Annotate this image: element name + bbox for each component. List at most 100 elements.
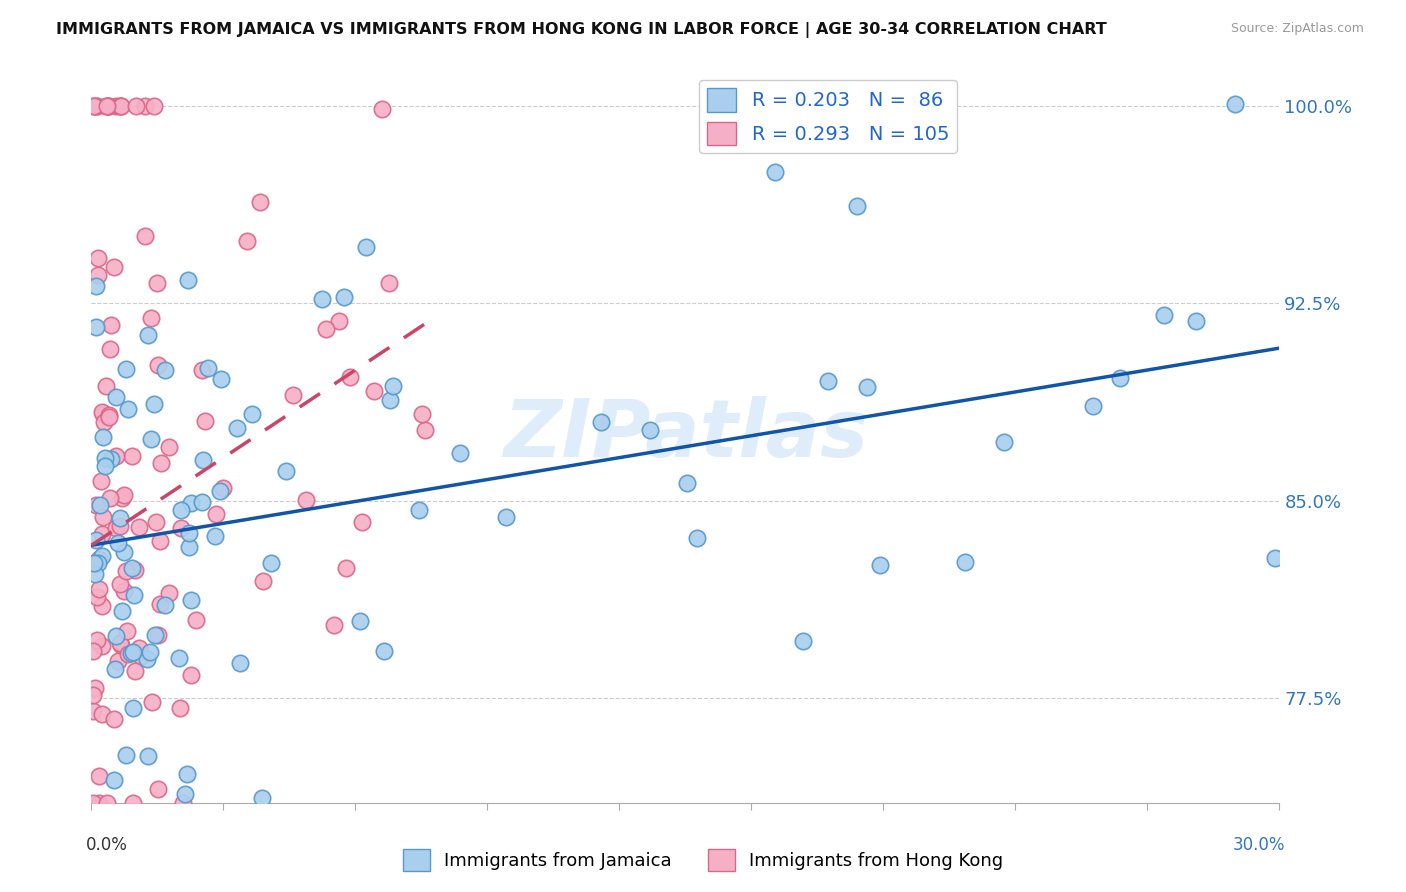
Point	[103, 773, 125, 788]
Point	[149, 457, 172, 471]
Point	[194, 414, 217, 428]
Point	[143, 99, 166, 113]
Point	[110, 636, 132, 650]
Point	[122, 701, 145, 715]
Point	[180, 495, 202, 509]
Point	[240, 408, 263, 422]
Point	[249, 195, 271, 210]
Point	[86, 320, 108, 334]
Point	[82, 796, 104, 810]
Point	[91, 549, 114, 564]
Point	[117, 647, 139, 661]
Point	[294, 492, 316, 507]
Legend: Immigrants from Jamaica, Immigrants from Hong Kong: Immigrants from Jamaica, Immigrants from…	[395, 842, 1011, 879]
Point	[179, 541, 201, 555]
Point	[209, 372, 232, 386]
Point	[98, 491, 121, 506]
Point	[792, 633, 814, 648]
Point	[87, 556, 110, 570]
Point	[104, 521, 127, 535]
Point	[212, 481, 235, 495]
Point	[276, 464, 298, 478]
Point	[121, 561, 143, 575]
Point	[103, 712, 125, 726]
Point	[82, 99, 104, 113]
Point	[120, 646, 142, 660]
Point	[93, 416, 115, 430]
Point	[339, 370, 361, 384]
Point	[125, 99, 148, 113]
Point	[169, 700, 191, 714]
Point	[236, 234, 259, 248]
Point	[180, 668, 202, 682]
Point	[205, 507, 228, 521]
Point	[259, 557, 281, 571]
Point	[380, 392, 402, 407]
Point	[115, 361, 138, 376]
Point	[638, 424, 661, 438]
Legend: R = 0.203   N =  86, R = 0.293   N = 105: R = 0.203 N = 86, R = 0.293 N = 105	[699, 80, 957, 153]
Point	[149, 533, 172, 548]
Point	[373, 644, 395, 658]
Point	[675, 475, 697, 490]
Point	[90, 706, 112, 721]
Point	[283, 388, 305, 402]
Point	[141, 432, 163, 446]
Point	[91, 430, 114, 444]
Point	[103, 260, 125, 274]
Point	[589, 416, 612, 430]
Point	[110, 638, 132, 652]
Point	[993, 434, 1015, 449]
Point	[91, 510, 114, 524]
Point	[157, 440, 180, 454]
Point	[381, 379, 404, 393]
Point	[495, 509, 517, 524]
Point	[138, 644, 160, 658]
Point	[184, 613, 207, 627]
Point	[112, 583, 135, 598]
Point	[84, 533, 107, 548]
Point	[105, 390, 128, 404]
Point	[100, 342, 122, 356]
Point	[845, 199, 868, 213]
Point	[328, 313, 350, 327]
Point	[91, 639, 114, 653]
Point	[107, 654, 129, 668]
Point	[124, 588, 146, 602]
Point	[363, 384, 385, 398]
Point	[84, 498, 107, 512]
Point	[82, 644, 104, 658]
Point	[128, 520, 150, 534]
Point	[98, 99, 121, 113]
Point	[134, 228, 156, 243]
Point	[96, 796, 118, 810]
Point	[225, 420, 247, 434]
Point	[157, 585, 180, 599]
Point	[90, 474, 112, 488]
Point	[89, 582, 111, 596]
Point	[176, 767, 198, 781]
Point	[146, 781, 169, 796]
Point	[84, 566, 107, 581]
Point	[108, 511, 131, 525]
Point	[84, 681, 107, 695]
Point	[89, 552, 111, 566]
Point	[817, 374, 839, 388]
Point	[90, 599, 112, 613]
Point	[105, 99, 128, 113]
Point	[91, 527, 114, 541]
Point	[87, 769, 110, 783]
Point	[86, 590, 108, 604]
Point	[1185, 314, 1208, 328]
Point	[869, 558, 891, 573]
Point	[108, 99, 131, 113]
Point	[354, 240, 377, 254]
Point	[86, 99, 108, 113]
Point	[1108, 371, 1130, 385]
Point	[96, 99, 118, 113]
Point	[408, 503, 430, 517]
Point	[111, 491, 134, 506]
Text: ZIPatlas: ZIPatlas	[503, 396, 868, 474]
Point	[97, 410, 120, 425]
Point	[145, 516, 167, 530]
